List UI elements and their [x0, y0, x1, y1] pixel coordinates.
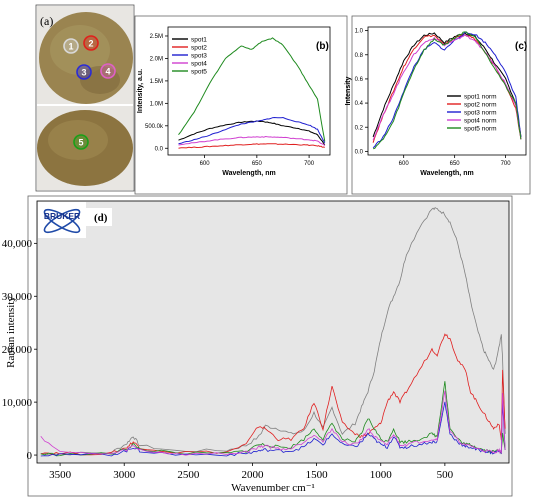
x-tick-label: 600 [399, 161, 410, 167]
y-tick-label: 0.8 [355, 53, 364, 59]
spot-marker-label: 1 [68, 42, 73, 52]
x-axis-title: Wavelength, nm [222, 170, 275, 177]
legend-label: spot5 norm [464, 126, 497, 133]
series-line-5 [372, 31, 522, 150]
bruker-logo: BRUKER [38, 202, 86, 238]
x-tick-label: 1000 [370, 469, 393, 481]
series-line-2 [40, 333, 506, 456]
x-tick-label: 600 [200, 161, 211, 167]
legend-label: spot2 norm [464, 102, 497, 109]
legend-label: spot3 norm [464, 110, 497, 117]
spot-marker-4: 4 [100, 63, 116, 79]
y-tick-label: 500.0k [145, 124, 164, 130]
legend-label: spot4 norm [464, 118, 497, 125]
series-line-4 [178, 135, 326, 146]
legend-label: spot1 [191, 37, 207, 44]
y-tick-label: 0.0 [155, 146, 164, 152]
y-tick-label: 40,000 [2, 238, 33, 250]
y-tick-label: 1.0 [355, 29, 364, 35]
panel-a-label: (a) [40, 14, 53, 28]
y-axis-title: Intensity, a.u. [137, 69, 144, 113]
x-axis-title: Wavelength, nm [420, 170, 473, 177]
y-tick-label: 30,000 [2, 291, 33, 303]
bruker-logo-text: BRUKER [44, 211, 80, 221]
spot-marker-label: 3 [81, 68, 86, 78]
panel-label: (d) [94, 212, 108, 224]
series-line-5 [178, 37, 326, 142]
spot-marker-label: 2 [88, 39, 93, 49]
panel-label-box [86, 208, 112, 226]
y-tick-label: 2.5M [150, 34, 163, 40]
chart-c: 600 650 700 0.0 0.2 0.4 0.6 0.8 1.0 Wavelength, n… [345, 26, 527, 177]
plot-area [36, 200, 510, 464]
x-tick-label: 2000 [241, 469, 264, 481]
series-line-1 [372, 32, 522, 138]
y-tick-label: 0.6 [355, 77, 364, 83]
series-line-2 [178, 143, 325, 149]
spot-marker-5: 5 [73, 134, 89, 150]
chart-b: 600 650 700 0.0 500.0k 1.0M 1.5M 2.0M 2.5M Wavele… [137, 26, 331, 177]
x-tick-label: 500 [437, 469, 454, 481]
series-line-3 [178, 116, 326, 145]
legend-label: spot3 [191, 53, 207, 60]
series-line-1 [40, 207, 506, 456]
y-tick-label: 10,000 [2, 397, 33, 409]
x-tick-label: 3500 [49, 469, 72, 481]
y-tick-label: 0.2 [355, 125, 364, 131]
y-tick-label: 20,000 [2, 344, 33, 356]
x-tick-label: 700 [501, 161, 512, 167]
series-line-4 [372, 34, 522, 141]
y-tick-label: 1.0M [150, 101, 163, 107]
y-tick-label: 0.0 [355, 149, 364, 155]
y-axis-title: Raman intensity [5, 296, 17, 368]
x-tick-label: 650 [252, 161, 263, 167]
legend-label: spot4 [191, 61, 207, 68]
x-tick-label: 650 [450, 161, 461, 167]
y-tick-label: 2.0M [150, 57, 163, 63]
series-line-3 [40, 381, 506, 457]
y-tick-label: 1.5M [150, 79, 163, 85]
x-axis-title: Wavenumber cm⁻¹ [231, 482, 315, 494]
x-tick-label: 700 [304, 161, 315, 167]
x-tick-label: 2500 [177, 469, 200, 481]
legend-label: spot5 [191, 69, 207, 76]
spot-marker-3: 3 [76, 64, 92, 80]
panel-label: (b) [316, 41, 329, 52]
spot-marker-label: 5 [78, 138, 83, 148]
series-line-3 [372, 31, 522, 149]
y-axis-title: Intensity [345, 77, 352, 106]
spot-marker-label: 4 [105, 67, 110, 77]
series-line-5 [40, 390, 506, 456]
y-tick-label: 0.4 [355, 101, 364, 107]
panel-label: (c) [515, 41, 527, 52]
spot-marker-1: 1 [63, 38, 79, 54]
legend-label: spot2 [191, 45, 207, 52]
series-line-1 [178, 120, 326, 146]
x-tick-label: 1500 [306, 469, 329, 481]
chart-d: 3500 3000 2500 2000 1500 1000 500 0 10,000 20,000… [2, 200, 510, 494]
y-tick-label: 0 [27, 450, 33, 462]
legend-label: spot1 norm [464, 94, 497, 101]
panel-a: 1 2 3 4 5 (a) [35, 4, 135, 192]
x-tick-label: 3000 [113, 469, 136, 481]
spot-marker-2: 2 [83, 35, 99, 51]
plot-area [367, 26, 527, 156]
